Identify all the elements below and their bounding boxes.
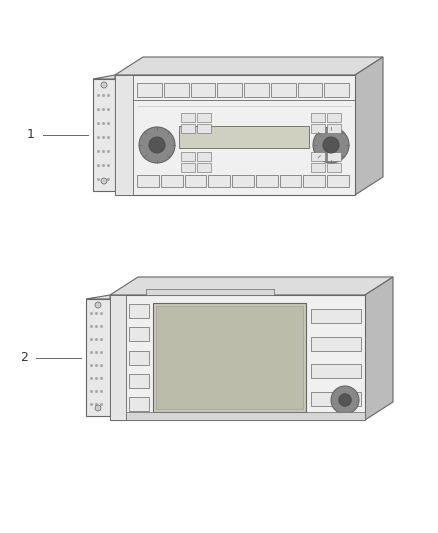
Bar: [137, 175, 159, 187]
Bar: [129, 327, 149, 341]
Bar: [197, 113, 211, 122]
Circle shape: [101, 82, 107, 88]
Bar: [115, 75, 355, 195]
Bar: [156, 306, 303, 409]
Bar: [311, 309, 361, 323]
Bar: [110, 295, 365, 420]
Bar: [311, 113, 325, 122]
Bar: [311, 365, 361, 378]
Circle shape: [95, 302, 101, 308]
Circle shape: [149, 137, 165, 153]
Bar: [304, 175, 325, 187]
Bar: [297, 83, 322, 97]
Bar: [311, 124, 325, 133]
Bar: [129, 351, 149, 365]
Circle shape: [101, 178, 107, 184]
Polygon shape: [93, 75, 115, 79]
Bar: [271, 83, 296, 97]
Circle shape: [339, 394, 351, 406]
Bar: [129, 374, 149, 387]
Bar: [197, 124, 211, 133]
Circle shape: [313, 127, 349, 163]
Bar: [161, 175, 183, 187]
Bar: [311, 152, 325, 161]
Polygon shape: [86, 295, 110, 299]
Bar: [181, 113, 195, 122]
Bar: [327, 113, 341, 122]
Bar: [181, 163, 195, 172]
Bar: [311, 163, 325, 172]
Bar: [256, 175, 278, 187]
Bar: [110, 295, 126, 420]
Bar: [208, 175, 230, 187]
Circle shape: [95, 405, 101, 411]
Bar: [232, 175, 254, 187]
Bar: [327, 175, 349, 187]
Bar: [197, 152, 211, 161]
Bar: [181, 152, 195, 161]
Bar: [191, 83, 215, 97]
Bar: [324, 83, 349, 97]
Bar: [197, 163, 211, 172]
Bar: [93, 79, 115, 191]
Circle shape: [139, 127, 175, 163]
Bar: [217, 83, 242, 97]
Bar: [153, 303, 306, 412]
Bar: [244, 83, 269, 97]
Bar: [327, 163, 341, 172]
Bar: [126, 412, 365, 420]
Bar: [280, 175, 301, 187]
Bar: [327, 124, 341, 133]
Polygon shape: [110, 277, 393, 295]
Text: 2: 2: [20, 351, 28, 364]
Polygon shape: [355, 57, 383, 195]
Polygon shape: [115, 57, 383, 75]
Bar: [86, 299, 110, 416]
Bar: [311, 337, 361, 351]
Bar: [184, 175, 206, 187]
Bar: [137, 83, 162, 97]
Circle shape: [331, 386, 359, 414]
Bar: [115, 75, 133, 195]
Bar: [129, 397, 149, 411]
Bar: [129, 304, 149, 318]
Bar: [179, 126, 309, 148]
Text: 1: 1: [27, 128, 35, 141]
Bar: [311, 392, 361, 406]
Bar: [327, 152, 341, 161]
Bar: [181, 124, 195, 133]
Bar: [164, 83, 188, 97]
Polygon shape: [365, 277, 393, 420]
Bar: [146, 289, 273, 295]
Circle shape: [323, 137, 339, 153]
